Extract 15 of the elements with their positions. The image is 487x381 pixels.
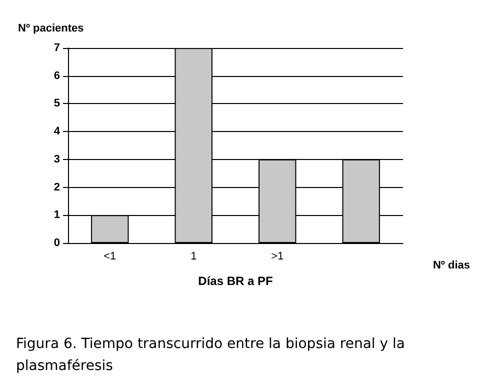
y-tick-label: 4 [54,126,61,138]
y-tick-label: 1 [54,209,60,222]
y-tick-label: 3 [54,153,60,166]
text: Figura 6. Tiempo transcurrido entre la biopsia renal y la plasmaféresis [16,336,410,374]
y-axis-title: Nº pacientes [18,22,84,34]
x-axis-title: Días BR a PF [198,274,273,288]
y-tick-label: 0 [54,237,60,249]
text: Nº dias [432,260,470,272]
x-tick-label: <1 [104,250,116,262]
y-tick-label: 5 [54,98,60,110]
y-tick-label: 7 [54,42,60,54]
x-tick-label: 1 [190,250,197,262]
y-tick-label: 2 [54,181,60,194]
y-tick-label: 6 [54,70,60,82]
x-tick-label: >1 [271,250,284,262]
